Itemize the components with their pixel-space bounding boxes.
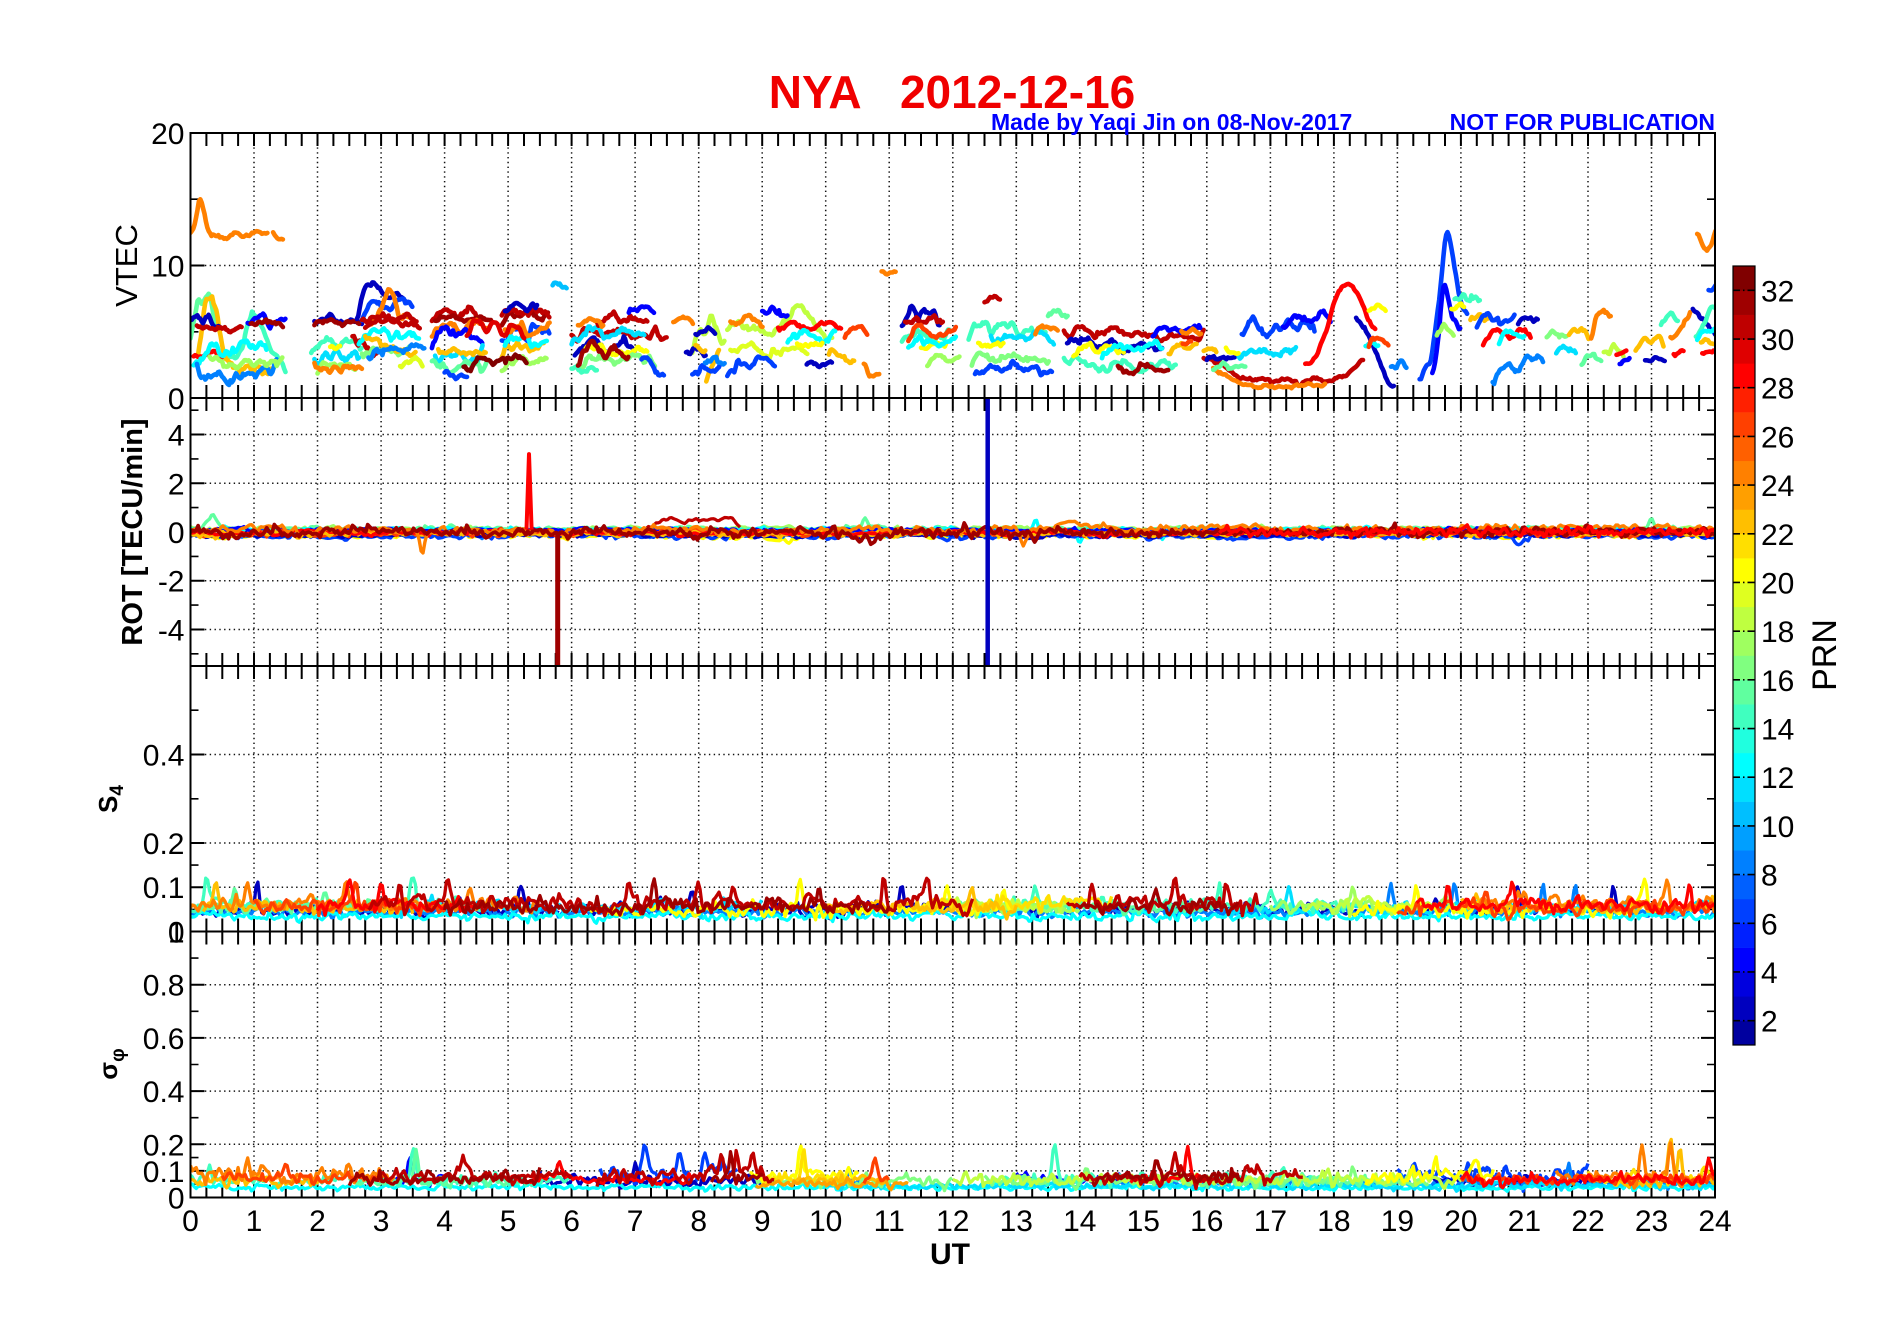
svg-text:0.2: 0.2: [143, 828, 185, 861]
svg-text:0.8: 0.8: [143, 970, 185, 1003]
svg-text:32: 32: [1761, 275, 1794, 308]
svg-text:10: 10: [151, 251, 184, 284]
svg-text:NYA 2012-12-16: NYA 2012-12-16: [769, 66, 1136, 118]
svg-text:11: 11: [874, 1205, 905, 1238]
svg-text:2: 2: [168, 468, 185, 501]
svg-text:6: 6: [1761, 908, 1778, 941]
svg-text:0: 0: [168, 517, 185, 550]
svg-text:12: 12: [936, 1205, 969, 1238]
svg-text:PRN: PRN: [1806, 619, 1844, 691]
svg-text:0: 0: [168, 917, 185, 950]
svg-text:8: 8: [1761, 860, 1778, 893]
svg-text:4: 4: [168, 420, 185, 453]
svg-text:10: 10: [809, 1205, 842, 1238]
svg-text:0: 0: [168, 1183, 185, 1216]
svg-text:26: 26: [1761, 421, 1794, 454]
svg-text:14: 14: [1063, 1205, 1096, 1238]
svg-text:7: 7: [627, 1205, 644, 1238]
svg-text:14: 14: [1761, 714, 1794, 747]
svg-text:0.1: 0.1: [143, 1156, 185, 1189]
svg-text:4: 4: [436, 1205, 453, 1238]
svg-text:1: 1: [168, 917, 185, 950]
svg-text:28: 28: [1761, 373, 1794, 406]
svg-text:2: 2: [1761, 1006, 1778, 1039]
svg-text:NOT FOR PUBLICATION: NOT FOR PUBLICATION: [1450, 109, 1715, 135]
svg-text:12: 12: [1761, 762, 1794, 795]
svg-text:30: 30: [1761, 324, 1794, 357]
svg-text:3: 3: [373, 1205, 390, 1238]
svg-text:ROT [TECU/min]: ROT [TECU/min]: [117, 418, 149, 645]
svg-text:8: 8: [690, 1205, 707, 1238]
svg-text:Made by Yaqi Jin on 08-Nov-201: Made by Yaqi Jin on 08-Nov-2017: [991, 109, 1352, 135]
svg-text:UT: UT: [930, 1238, 970, 1271]
svg-text:18: 18: [1761, 616, 1794, 649]
svg-text:24: 24: [1761, 470, 1794, 503]
svg-text:0.6: 0.6: [143, 1023, 185, 1056]
svg-text:15: 15: [1127, 1205, 1160, 1238]
svg-text:17: 17: [1254, 1205, 1287, 1238]
svg-text:13: 13: [1000, 1205, 1033, 1238]
svg-text:24: 24: [1698, 1205, 1731, 1238]
svg-text:4: 4: [1761, 957, 1778, 990]
svg-text:-4: -4: [158, 615, 185, 648]
svg-text:9: 9: [754, 1205, 771, 1238]
svg-text:0.2: 0.2: [143, 1129, 185, 1162]
svg-text:16: 16: [1761, 665, 1794, 698]
svg-text:VTEC: VTEC: [109, 224, 144, 307]
svg-text:22: 22: [1761, 519, 1794, 552]
svg-text:-2: -2: [158, 566, 185, 599]
svg-text:1: 1: [246, 1205, 263, 1238]
svg-text:22: 22: [1571, 1205, 1604, 1238]
svg-text:18: 18: [1317, 1205, 1350, 1238]
svg-text:19: 19: [1381, 1205, 1414, 1238]
svg-text:0.4: 0.4: [143, 740, 185, 773]
svg-text:16: 16: [1190, 1205, 1223, 1238]
svg-text:20: 20: [1761, 568, 1794, 601]
svg-text:6: 6: [563, 1205, 580, 1238]
svg-text:0.4: 0.4: [143, 1076, 185, 1109]
svg-text:23: 23: [1635, 1205, 1668, 1238]
svg-text:20: 20: [151, 118, 184, 151]
svg-text:10: 10: [1761, 811, 1794, 844]
svg-text:0: 0: [182, 1205, 199, 1238]
svg-text:20: 20: [1444, 1205, 1477, 1238]
svg-text:5: 5: [500, 1205, 517, 1238]
svg-text:2: 2: [309, 1205, 326, 1238]
svg-text:0.1: 0.1: [143, 872, 185, 905]
svg-text:21: 21: [1508, 1205, 1541, 1238]
svg-text:0: 0: [168, 383, 185, 416]
